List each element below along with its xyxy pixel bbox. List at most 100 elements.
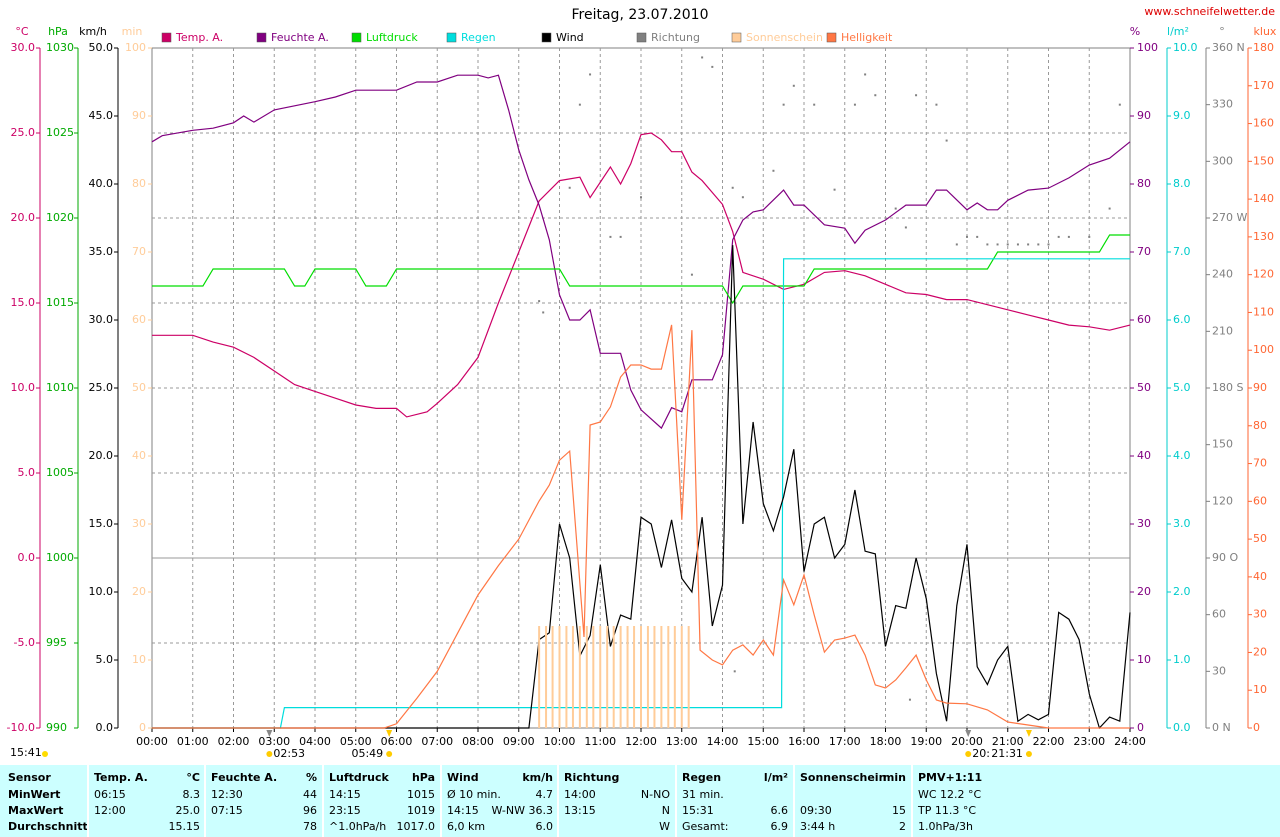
y-tick-label: 1.0 [1173,653,1191,666]
axis-unit: min [122,25,143,38]
y-tick-label: 60 [1253,494,1267,507]
direction-dot [782,103,785,106]
legend-swatch [731,32,742,43]
y-tick-label: 120 [1212,494,1233,507]
y-tick-label: 130 [1253,230,1274,243]
annotation-label: 20: [972,747,990,760]
axis-unit: klux [1254,25,1277,38]
y-tick-label: 90 [132,109,146,122]
table-cell: 15 [892,804,906,817]
y-tick-label: 40 [1253,570,1267,583]
y-tick-label: 30 [132,517,146,530]
y-tick-label: 0 [1137,721,1144,734]
x-tick-label: 07:00 [421,735,453,748]
y-tick-label: 5.0 [1173,381,1191,394]
direction-dot [833,188,836,191]
table-cell: 8.3 [183,788,201,801]
table-unit: % [306,771,317,784]
table-cell: Gesamt: [682,820,729,833]
axis-unit: l/m² [1167,25,1189,38]
y-tick-label: 60 [132,313,146,326]
y-tick-label: 1025 [46,126,74,139]
y-tick-label: 90 [1137,109,1151,122]
table-cell: 14:15 [447,804,479,817]
y-tick-label: 300 [1212,154,1233,167]
x-tick-label: 23:00 [1073,735,1105,748]
direction-dot [1027,243,1030,246]
y-tick-label: 100 [1253,343,1274,356]
x-tick-label: 11:00 [584,735,616,748]
legend-label: Wind [556,31,584,44]
direction-dot [945,139,948,142]
y-tick-label: 0.0 [18,551,36,564]
direction-dot [996,243,999,246]
table-cell: 1015 [407,788,435,801]
y-tick-label: 1020 [46,211,74,224]
x-tick-label: 00:00 [136,735,168,748]
y-tick-label: 10.0 [89,585,114,598]
bar [626,626,629,728]
y-tick-label: 90 O [1212,551,1238,564]
axis-unit: °C [15,25,29,38]
legend-swatch [161,32,172,43]
y-tick-label: 80 [1137,177,1151,190]
legend-label: Luftdruck [366,31,418,44]
y-tick-label: 330 [1212,98,1233,111]
y-tick-label: 1030 [46,41,74,54]
table-cell: N [662,804,670,817]
table-unit: °C [186,771,200,784]
direction-dot [1006,243,1009,246]
annotation-icon [1025,751,1032,757]
x-tick-label: 24:00 [1114,735,1146,748]
y-tick-label: 170 [1253,79,1274,92]
legend-label: Sonnenschein [746,31,823,44]
table-header: Temp. A. [94,771,148,784]
direction-dot [955,243,958,246]
x-tick-label: 19:00 [910,735,942,748]
y-tick-label: 30.0 [11,41,36,54]
annotation-label: 02:53 [273,747,305,760]
y-tick-label: 20 [1253,645,1267,658]
y-tick-label: 60 [1212,608,1226,621]
y-tick-label: 15.0 [11,296,36,309]
direction-dot [711,65,714,68]
direction-dot [915,94,918,97]
bar [538,626,541,728]
y-tick-label: 0.0 [96,721,114,734]
table-cell: 09:30 [800,804,832,817]
y-tick-label: 180 [1253,41,1274,54]
bar [619,626,622,728]
x-tick-label: 02:00 [218,735,250,748]
y-tick-label: 1015 [46,296,74,309]
table-header: PMV+1:11 [918,771,982,784]
y-tick-label: 1005 [46,466,74,479]
y-tick-label: 40 [1137,449,1151,462]
table-cell: 14:15 [329,788,361,801]
direction-dot [733,670,736,673]
y-tick-label: 0 N [1212,721,1231,734]
bar [660,626,663,728]
x-tick-label: 16:00 [788,735,820,748]
direction-dot [904,226,907,229]
x-tick-label: 21:00 [992,735,1024,748]
y-tick-label: 25.0 [89,381,114,394]
legend-swatch [446,32,457,43]
y-tick-label: 5.0 [18,466,36,479]
y-tick-label: 360 N [1212,41,1245,54]
y-tick-label: 140 [1253,192,1274,205]
direction-dot [874,94,877,97]
x-tick-label: 01:00 [177,735,209,748]
legend-label: Richtung [651,31,700,44]
table-cell: TP 11.3 °C [917,804,976,817]
table-cell: 44 [303,788,317,801]
bar [545,626,548,728]
table-cell: N-NO [641,788,670,801]
table-cell: W [659,820,670,833]
y-tick-label: 10 [1253,683,1267,696]
y-tick-label: 100 [1137,41,1158,54]
annotation-label: 21:31 [991,747,1023,760]
direction-dot [1118,103,1121,106]
direction-dot [1047,243,1050,246]
